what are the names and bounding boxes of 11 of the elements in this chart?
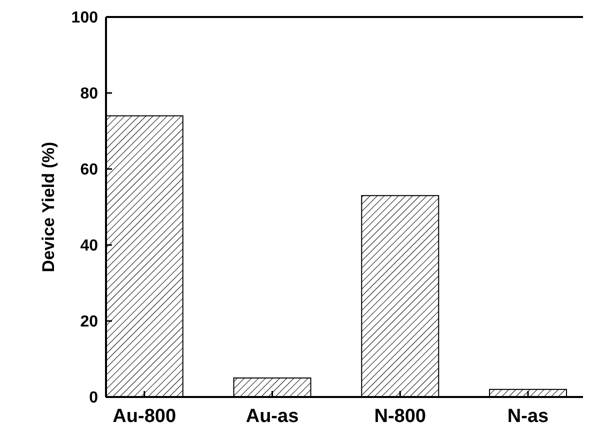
x-tick-label: Au-as [246, 406, 299, 427]
y-tick-label: 60 [80, 162, 98, 179]
y-tick-label: 40 [80, 238, 98, 255]
x-tick-label: N-as [507, 406, 549, 427]
y-tick-label: 20 [80, 314, 98, 331]
y-axis-title: Device Yield (%) [39, 142, 58, 272]
x-tick-label: Au-800 [112, 406, 176, 427]
y-tick-label: 80 [80, 86, 98, 103]
y-tick-label: 0 [89, 390, 98, 407]
y-tick-label: 100 [71, 10, 98, 27]
x-tick-label: N-800 [374, 406, 426, 427]
